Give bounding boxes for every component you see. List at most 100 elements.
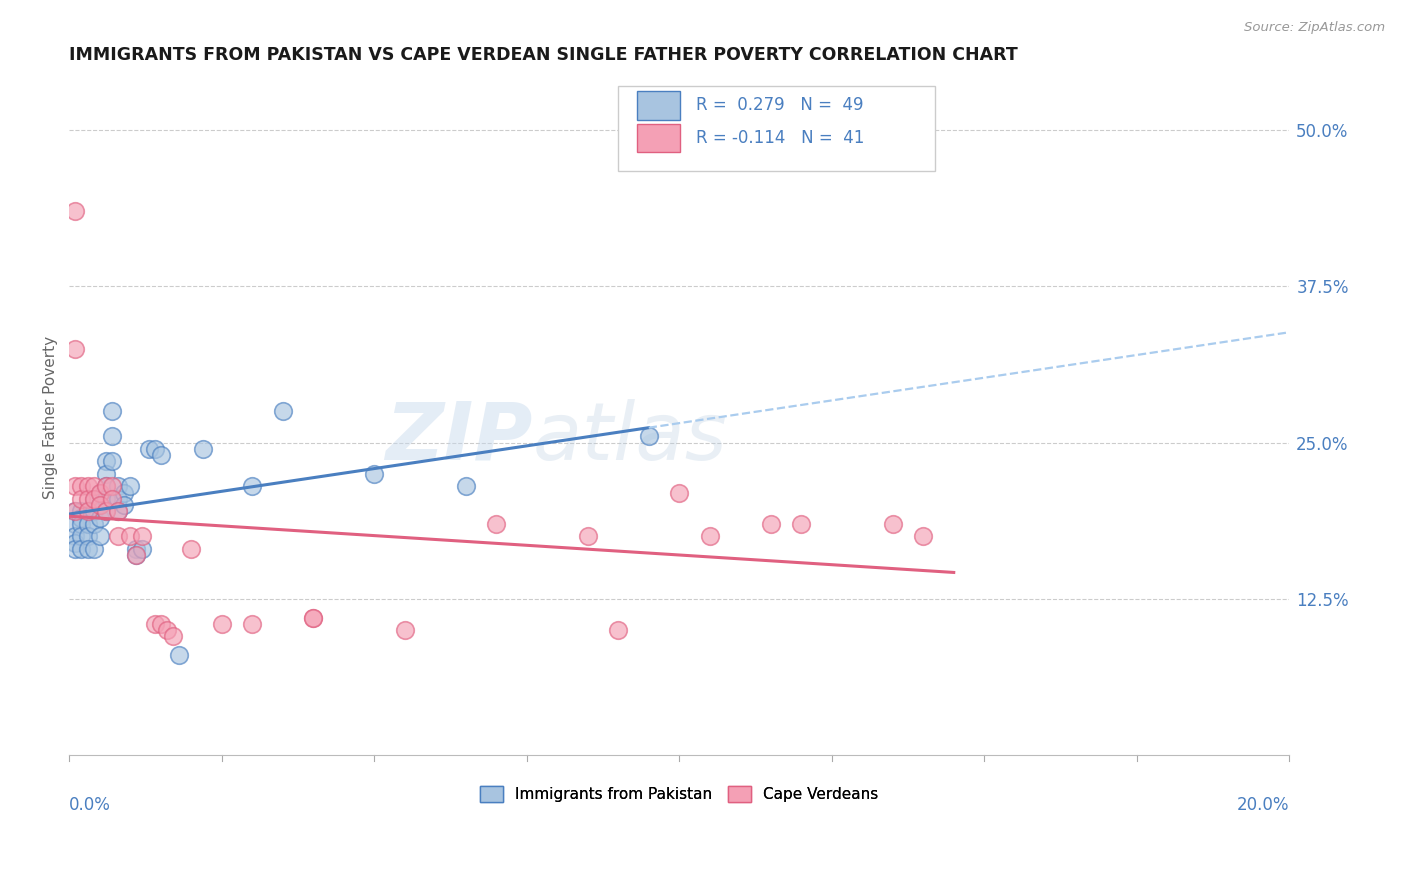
Point [76, 541, 98, 556]
Point [120, 479, 142, 493]
Point [101, 491, 124, 506]
Point [70, 491, 93, 506]
Point [94, 479, 117, 493]
Point [143, 442, 166, 456]
Point [131, 541, 153, 556]
Text: ZIP: ZIP [385, 399, 533, 477]
Point [70, 510, 93, 524]
Point [240, 617, 263, 632]
Point [156, 624, 179, 638]
Point [485, 516, 508, 531]
Point [125, 541, 148, 556]
Point [70, 504, 93, 518]
Point [699, 529, 721, 543]
Point [65, 535, 87, 549]
Text: Source: ZipAtlas.com: Source: ZipAtlas.com [1244, 21, 1385, 34]
Point [101, 429, 124, 443]
Point [101, 454, 124, 468]
Point [94, 467, 117, 481]
Point [607, 624, 630, 638]
Point [125, 548, 148, 562]
Point [240, 479, 263, 493]
Point [149, 448, 172, 462]
Point [94, 491, 117, 506]
Point [94, 504, 117, 518]
Point [94, 479, 117, 493]
Point [83, 491, 105, 506]
Point [76, 504, 98, 518]
Point [83, 491, 105, 506]
Point [83, 504, 105, 518]
FancyBboxPatch shape [619, 87, 935, 171]
Point [65, 504, 87, 518]
Point [76, 479, 98, 493]
Point [65, 342, 87, 356]
Point [167, 648, 190, 663]
Text: atlas: atlas [533, 399, 727, 477]
Point [271, 404, 294, 418]
Point [576, 529, 599, 543]
Point [89, 485, 111, 500]
Point [65, 541, 87, 556]
Point [193, 442, 215, 456]
Point [882, 516, 904, 531]
Point [101, 404, 124, 418]
Point [912, 529, 935, 543]
Point [107, 491, 129, 506]
Point [120, 529, 142, 543]
Point [89, 510, 111, 524]
Point [76, 516, 98, 531]
Point [83, 516, 105, 531]
Point [211, 617, 233, 632]
FancyBboxPatch shape [637, 124, 681, 152]
Point [70, 516, 93, 531]
Point [83, 479, 105, 493]
Point [89, 498, 111, 512]
Point [76, 504, 98, 518]
Point [363, 467, 385, 481]
Point [89, 529, 111, 543]
Point [107, 529, 129, 543]
Point [89, 498, 111, 512]
Point [70, 541, 93, 556]
Legend: Immigrants from Pakistan, Cape Verdeans: Immigrants from Pakistan, Cape Verdeans [474, 780, 884, 808]
Point [668, 485, 690, 500]
Point [143, 617, 166, 632]
Point [107, 504, 129, 518]
Point [65, 516, 87, 531]
Point [94, 454, 117, 468]
Point [70, 479, 93, 493]
Point [454, 479, 477, 493]
Point [65, 504, 87, 518]
Point [759, 516, 782, 531]
Text: 20.0%: 20.0% [1237, 796, 1289, 814]
Point [70, 529, 93, 543]
FancyBboxPatch shape [637, 91, 681, 120]
Point [76, 529, 98, 543]
Text: 0.0%: 0.0% [69, 796, 111, 814]
Point [65, 529, 87, 543]
Point [112, 498, 135, 512]
Point [131, 529, 153, 543]
Point [180, 541, 202, 556]
Point [394, 624, 416, 638]
Text: IMMIGRANTS FROM PAKISTAN VS CAPE VERDEAN SINGLE FATHER POVERTY CORRELATION CHART: IMMIGRANTS FROM PAKISTAN VS CAPE VERDEAN… [69, 46, 1018, 64]
Point [302, 611, 325, 625]
Text: R =  0.279   N =  49: R = 0.279 N = 49 [696, 96, 863, 114]
Point [162, 630, 184, 644]
Point [138, 442, 160, 456]
Point [65, 204, 87, 219]
Point [149, 617, 172, 632]
Point [89, 485, 111, 500]
Point [107, 479, 129, 493]
Point [790, 516, 813, 531]
Y-axis label: Single Father Poverty: Single Father Poverty [44, 336, 58, 499]
Point [83, 541, 105, 556]
Point [125, 548, 148, 562]
Point [94, 504, 117, 518]
Point [76, 491, 98, 506]
Point [107, 504, 129, 518]
Point [65, 479, 87, 493]
Point [101, 479, 124, 493]
Point [112, 485, 135, 500]
